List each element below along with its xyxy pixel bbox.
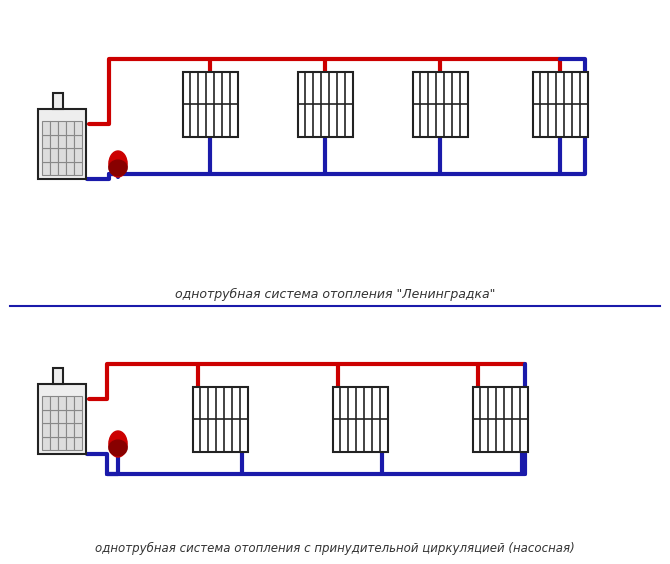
Bar bbox=[74, 161, 82, 175]
Bar bbox=[192, 386, 247, 452]
Bar bbox=[42, 148, 50, 161]
Bar bbox=[66, 437, 74, 450]
Bar bbox=[38, 384, 86, 454]
Bar bbox=[533, 72, 588, 136]
Bar bbox=[42, 134, 50, 148]
Bar bbox=[58, 409, 66, 423]
Bar bbox=[38, 109, 86, 179]
Bar bbox=[58, 396, 66, 409]
Bar bbox=[66, 134, 74, 148]
Bar bbox=[74, 134, 82, 148]
Bar bbox=[50, 423, 58, 437]
Bar bbox=[58, 437, 66, 450]
Bar bbox=[58, 161, 66, 175]
Bar bbox=[50, 121, 58, 134]
Bar bbox=[66, 423, 74, 437]
Ellipse shape bbox=[109, 440, 127, 456]
Bar bbox=[42, 161, 50, 175]
Bar bbox=[472, 386, 527, 452]
Bar bbox=[53, 93, 63, 109]
Bar bbox=[58, 121, 66, 134]
Bar bbox=[66, 396, 74, 409]
Bar bbox=[42, 409, 50, 423]
Bar bbox=[42, 121, 50, 134]
Bar bbox=[66, 161, 74, 175]
Bar bbox=[182, 72, 237, 136]
Bar bbox=[50, 437, 58, 450]
Bar bbox=[74, 396, 82, 409]
Text: однотрубная система отопления с принудительной циркуляцией (насосная): однотрубная система отопления с принудит… bbox=[95, 541, 575, 554]
Bar bbox=[42, 423, 50, 437]
Bar bbox=[74, 409, 82, 423]
Bar bbox=[413, 72, 468, 136]
Bar bbox=[50, 409, 58, 423]
Bar bbox=[66, 148, 74, 161]
Bar bbox=[50, 396, 58, 409]
Bar bbox=[66, 409, 74, 423]
Bar bbox=[58, 423, 66, 437]
Bar bbox=[297, 72, 352, 136]
Bar bbox=[74, 437, 82, 450]
Bar bbox=[42, 396, 50, 409]
Text: однотрубная система отопления "Ленинградка": однотрубная система отопления "Ленинград… bbox=[175, 288, 495, 301]
Bar bbox=[42, 437, 50, 450]
Bar bbox=[58, 134, 66, 148]
Ellipse shape bbox=[109, 431, 127, 457]
Bar bbox=[74, 423, 82, 437]
Bar bbox=[53, 368, 63, 384]
Bar bbox=[74, 121, 82, 134]
Ellipse shape bbox=[109, 160, 127, 176]
Ellipse shape bbox=[109, 151, 127, 177]
Bar bbox=[332, 386, 387, 452]
Bar bbox=[50, 148, 58, 161]
Bar bbox=[66, 121, 74, 134]
Bar bbox=[50, 134, 58, 148]
Bar bbox=[58, 148, 66, 161]
Bar bbox=[50, 161, 58, 175]
Bar bbox=[74, 148, 82, 161]
